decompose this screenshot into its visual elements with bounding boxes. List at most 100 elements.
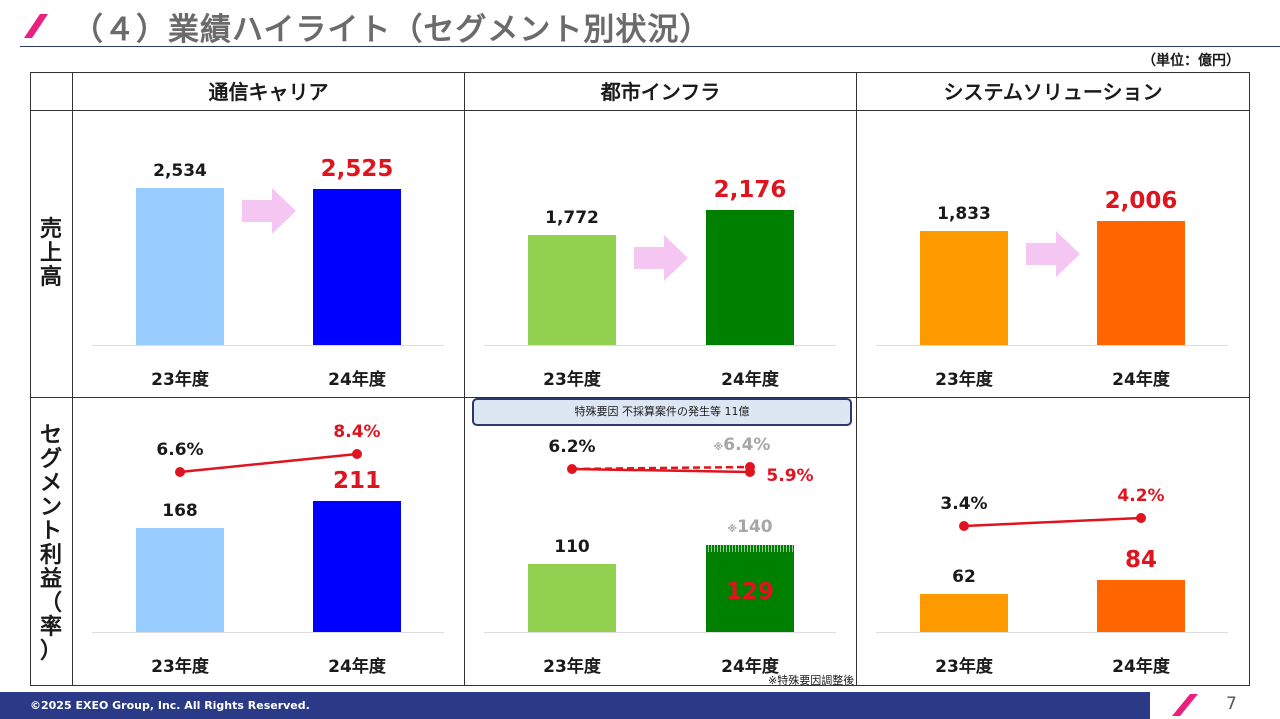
data-label: 1,772 [545,208,599,229]
row-header-profit: セグメント利益（率） [30,424,72,664]
x-tick-label: 23年度 [543,370,601,390]
bar-24年度 [313,188,401,345]
rate-line-segment [963,516,1142,528]
data-label: 110 [554,536,590,557]
rate-label: 6.6% [156,440,204,460]
bar-23年度 [920,593,1008,632]
copyright-text: ©2025 EXEO Group, Inc. All Rights Reserv… [30,699,310,712]
adjusted-mark: ※ [727,524,738,536]
grid-line-left [30,72,31,685]
grid-line-col1 [464,72,465,685]
data-label: 2,176 [713,177,787,204]
grid-line-middle [30,397,1250,398]
data-label: 1,833 [937,204,991,225]
data-label: 211 [332,468,382,494]
footer-cut [1150,692,1280,719]
data-label: 62 [952,566,976,587]
chart-axis [484,345,836,346]
grid-line-header [30,110,1250,111]
title-slash-icon [24,14,48,38]
adjusted-rate-value: 6.4% [723,435,771,455]
rate-point [567,464,577,474]
row-header-char: 利 [39,543,62,568]
page-number: 7 [1226,694,1237,714]
x-tick-label: 23年度 [151,370,209,390]
row-header-char: 高 [39,265,62,290]
row-header-char: ） [39,639,62,664]
row-header-sales: 売上高 [30,218,72,290]
rate-label: 6.2% [548,437,596,457]
x-tick-label: 24年度 [328,657,386,677]
rate-point [175,467,185,477]
bar-23年度 [528,235,616,345]
row-header-char: グ [39,447,62,472]
grid-line-top [30,72,1250,73]
grid-line-rowhead [72,72,73,685]
grid-line-col2 [856,72,857,685]
bar-23年度 [920,231,1008,345]
unit-label: （単位：億円） [1142,53,1240,69]
grid-line-bottom [30,685,1250,686]
title-rule [20,46,1280,47]
row-header-char: メ [39,471,62,496]
row-header-char: 上 [39,241,62,266]
growth-arrow-icon [634,235,688,282]
chart-axis [876,345,1228,346]
x-tick-label: 23年度 [935,657,993,677]
growth-arrow-shape [1026,231,1080,278]
adjusted-rate-line [571,465,751,471]
adjusted-rate-point [745,462,755,472]
row-header-char: セ [39,423,62,448]
rate-label: 4.2% [1117,486,1165,506]
x-tick-label: 23年度 [151,657,209,677]
row-header-char: 率 [39,615,62,640]
bar-24年度 [313,501,401,632]
adjusted-value-label: ※140 [727,517,772,537]
bar-23年度 [528,563,616,632]
rate-point [959,521,969,531]
chart-axis [92,632,444,633]
data-label: 168 [162,500,198,521]
bar-23年度 [136,527,224,632]
footer-bar [0,692,1280,719]
x-tick-label: 24年度 [328,370,386,390]
bar-24年度 [1097,220,1185,345]
growth-arrow-icon [242,188,296,234]
x-tick-label: 24年度 [721,657,779,677]
data-label: 84 [1124,546,1158,573]
x-tick-label: 24年度 [1112,370,1170,390]
bar-24年度 [1097,579,1185,632]
adjusted-mark: ※ [713,442,724,453]
x-tick-label: 23年度 [543,657,601,677]
rate-point [352,449,362,459]
rate-line-segment [179,452,358,474]
bar-23年度 [136,188,224,345]
adjusted-bar-cap [706,545,794,552]
row-header-char: （ [39,591,62,616]
adjusted-value: 140 [737,517,773,538]
row-header-char: 売 [39,217,62,242]
rate-label: 3.4% [940,494,988,514]
row-header-char: 益 [39,567,62,592]
rate-point [1136,513,1146,523]
data-label: 2,006 [1104,187,1178,214]
bar-24年度 [706,551,794,632]
rate-point [745,467,755,477]
adjusted-rate-label: ※6.4% [714,435,771,455]
rate-line-segment [571,467,751,474]
footnote: ※特殊要因調整後 [768,674,855,687]
row-header-char: ト [39,519,62,544]
page-title: （４）業績ハイライト（セグメント別状況） [72,12,712,48]
chart-axis [484,632,836,633]
x-tick-label: 24年度 [721,370,779,390]
growth-arrow-shape [242,188,296,234]
chart-axis [876,632,1228,633]
growth-arrow-shape [634,235,688,282]
data-label: 2,534 [153,161,207,181]
growth-arrow-icon [1026,231,1080,278]
data-label: 2,525 [320,155,394,182]
column-header-system: システムソリューション [943,80,1163,104]
column-header-carrier: 通信キャリア [208,80,329,104]
bar-24年度 [706,210,794,345]
column-header-infra: 都市インフラ [600,80,721,104]
